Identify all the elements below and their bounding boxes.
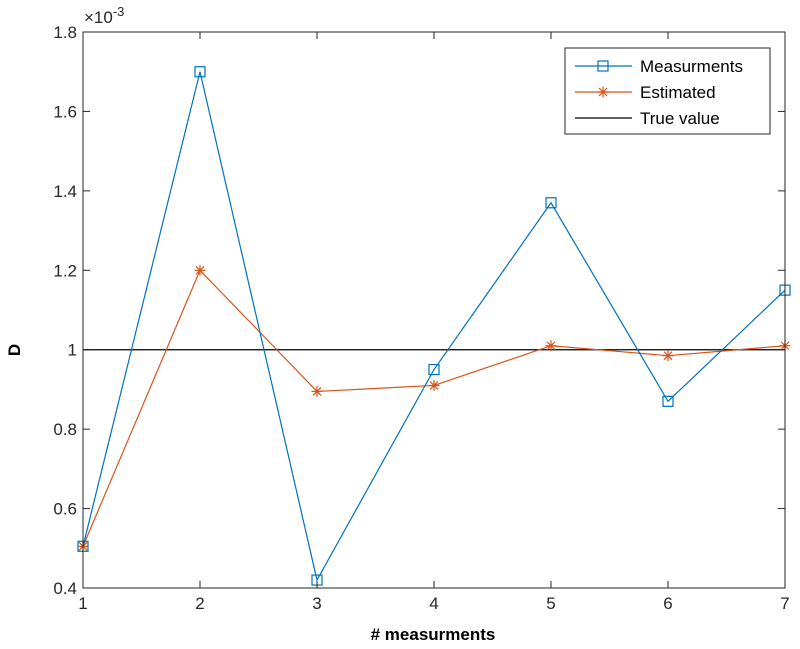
legend-label-true-value: True value [640,109,720,128]
data-point-measurments [662,395,674,407]
x-tick-label: 5 [546,594,555,613]
legend-marker-measurments [597,60,609,72]
legend-entry-true-value: True value [575,109,720,128]
y-axis-label: D [5,344,24,356]
x-tick-label: 2 [195,594,204,613]
y-tick-label: 0.6 [53,500,77,519]
series-line-measurments [82,71,786,582]
y-multiplier-exponent: -3 [113,4,125,19]
asterisk-stroke [195,265,205,275]
legend-entry-estimated: Estimated [575,83,716,102]
asterisk-stroke [312,386,322,396]
x-tick-label: 6 [663,594,672,613]
x-axis-label: # measurments [371,625,496,644]
y-multiplier: ×10-3 [84,4,124,27]
asterisk-stroke [546,341,556,351]
y-multiplier-base: ×10 [84,8,113,27]
legend-box [564,47,771,135]
data-point-estimated [662,350,674,362]
data-point-measurments [545,197,557,209]
data-point-measurments [428,363,440,376]
x-tick-label: 1 [78,594,87,613]
y-tick-label: 0.4 [53,579,77,598]
x-tick-label: 3 [312,594,321,613]
y-tick-label: 1.4 [53,182,77,201]
x-tick-label: 4 [429,594,438,613]
legend-label-measurments: Measurments [640,57,743,76]
y-tick-label: 1 [68,341,77,360]
series-estimated [77,264,791,552]
data-point-estimated [194,264,206,276]
legend-label-estimated: Estimated [640,83,716,102]
axes-layer: 1 2 3 4 5 6 7 0.4 0.6 0.8 1 1.2 1.4 1.6 1.8 [53,23,789,613]
y-tick-label: 1.6 [53,102,77,121]
asterisk-stroke [429,381,439,390]
x-tick-label: 7 [780,594,789,613]
y-tick-label: 1.2 [53,261,77,280]
data-point-estimated [545,340,557,352]
legend: Measurments Estimated True value [564,47,771,135]
legend-entry-measurments: Measurments [575,57,743,76]
asterisk-stroke [598,87,608,97]
data-point-estimated [428,379,440,391]
y-tick-label: 1.8 [53,23,77,42]
legend-marker-estimated [597,86,609,98]
data-point-estimated [311,385,323,397]
asterisk-stroke [663,351,673,361]
data-point-measurments [194,66,206,78]
y-tick-label: 0.8 [53,420,77,439]
series-layer [77,66,791,586]
